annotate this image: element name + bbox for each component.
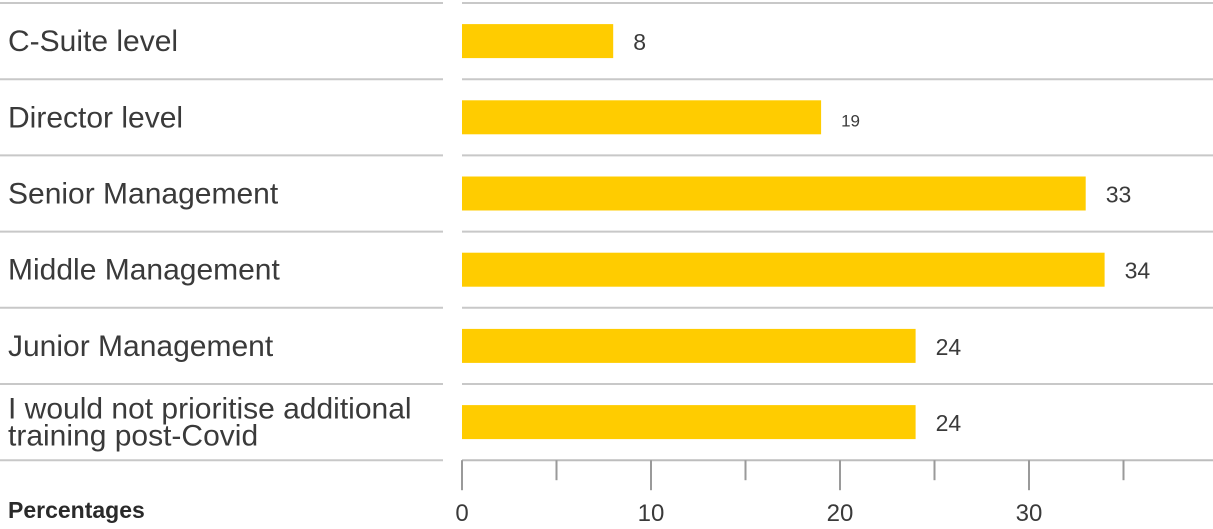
bar-6 — [462, 405, 916, 440]
bar-5 — [462, 328, 916, 363]
category-label-2: Director level — [8, 101, 183, 134]
x-tick-label-20: 20 — [827, 500, 854, 527]
category-label-line: Senior Management — [8, 178, 279, 211]
category-label-line: Junior Management — [8, 330, 274, 363]
value-label-2: 19 — [841, 111, 860, 130]
category-label-line: Middle Management — [8, 254, 280, 287]
category-label-6: I would not prioritise additional trainin… — [8, 393, 412, 453]
x-tick-label-10: 10 — [638, 500, 665, 527]
x-axis-title: Percentages — [8, 497, 145, 523]
value-label-5: 24 — [936, 334, 962, 360]
value-label-1: 8 — [633, 29, 646, 55]
category-label-line: training post-Covid — [8, 420, 258, 453]
value-label-4: 34 — [1125, 258, 1151, 284]
value-label-6: 24 — [936, 410, 962, 436]
x-tick-label-30: 30 — [1016, 500, 1043, 527]
value-labels: 8 19 33 34 24 24 — [633, 29, 1150, 436]
bars — [462, 24, 1105, 440]
category-label-1: C-Suite level — [8, 25, 178, 58]
bar-4 — [462, 252, 1105, 287]
category-labels: C-Suite level Director level Senior Manage… — [8, 25, 412, 453]
category-label-line: C-Suite level — [8, 25, 178, 58]
category-label-4: Middle Management — [8, 254, 280, 287]
x-axis-ticks — [461, 460, 1125, 491]
category-label-line: Director level — [8, 101, 183, 134]
category-label-3: Senior Management — [8, 178, 279, 211]
x-axis: 0 10 20 30 — [455, 459, 1213, 527]
x-tick-label-0: 0 — [455, 500, 468, 527]
value-label-3: 33 — [1106, 182, 1132, 208]
bar-2 — [462, 100, 822, 135]
bar-3 — [462, 176, 1086, 211]
category-label-5: Junior Management — [8, 330, 274, 363]
bar-1 — [462, 24, 614, 59]
x-axis-tick-labels: 0 10 20 30 — [455, 500, 1042, 527]
category-label-line: I would not prioritise additional — [8, 393, 412, 426]
row-separators — [0, 2, 1213, 462]
